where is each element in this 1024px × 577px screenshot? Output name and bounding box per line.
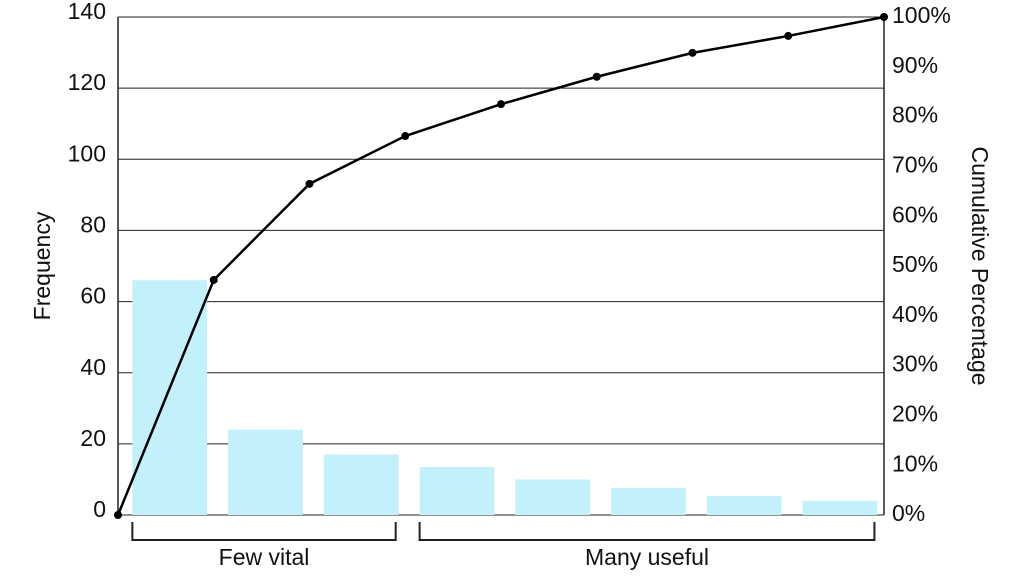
bar — [706, 496, 782, 515]
y2-tick-label: 50% — [892, 251, 938, 277]
cumulative-point — [592, 72, 601, 81]
cumulative-point — [305, 179, 314, 188]
y-axis-label: Frequency — [29, 211, 55, 320]
bar — [419, 466, 495, 515]
cumulative-point — [688, 48, 697, 57]
y2-axis-label: Cumulative Percentage — [967, 146, 993, 385]
group-label: Many useful — [585, 544, 709, 570]
bar — [132, 280, 208, 515]
bar — [802, 500, 878, 515]
bar — [323, 454, 399, 515]
cumulative-point — [401, 132, 410, 141]
y2-tick-label: 70% — [892, 151, 938, 177]
y2-tick-label: 30% — [892, 351, 938, 377]
y-tick-label: 80 — [80, 212, 106, 238]
cumulative-point — [784, 31, 793, 40]
y-tick-label: 60 — [80, 283, 106, 309]
y2-tick-label: 10% — [892, 450, 938, 476]
bar — [611, 487, 686, 515]
y2-tick-label: 20% — [892, 400, 938, 426]
y2-tick-label: 40% — [892, 301, 938, 327]
y-tick-label: 20 — [80, 425, 106, 451]
y2-tick-label: 90% — [892, 52, 938, 78]
y-tick-label: 40 — [80, 354, 106, 380]
y2-tick-label: 60% — [892, 201, 938, 227]
y-tick-label: 120 — [68, 69, 106, 95]
cumulative-point — [497, 100, 505, 109]
bar — [228, 429, 303, 515]
y-tick-label: 140 — [68, 0, 106, 24]
y2-tick-label: 0% — [892, 500, 925, 526]
group-bracket — [131, 522, 397, 541]
cumulative-point — [880, 13, 888, 21]
group-label: Few vital — [219, 544, 310, 570]
y2-tick-label: 100% — [892, 2, 951, 28]
y2-tick-label: 80% — [892, 102, 938, 128]
y-tick-label: 0 — [93, 496, 106, 522]
cumulative-point — [209, 275, 218, 284]
y-tick-label: 100 — [68, 140, 106, 166]
group-bracket — [418, 522, 876, 541]
bar — [515, 479, 591, 515]
cumulative-point — [114, 511, 122, 519]
